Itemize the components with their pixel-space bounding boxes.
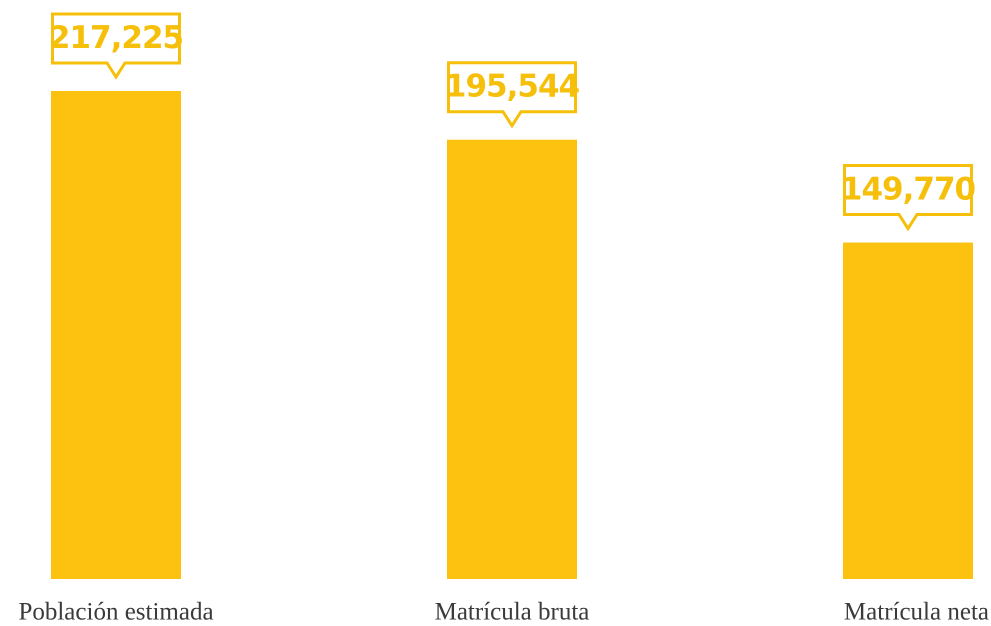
bar [447,139,577,579]
x-tick-label: Población estimada [18,599,213,626]
callout-box [447,61,577,129]
value-label: 195,544 [445,69,580,105]
callout-box [843,164,973,232]
bar [51,91,181,579]
bar [843,242,973,579]
x-tick-label: Matrícula neta [844,599,989,626]
value-label: 217,225 [49,20,183,56]
callout-box [51,12,181,80]
x-tick-label: Matrícula bruta [435,599,590,626]
value-label: 149,770 [841,172,976,208]
